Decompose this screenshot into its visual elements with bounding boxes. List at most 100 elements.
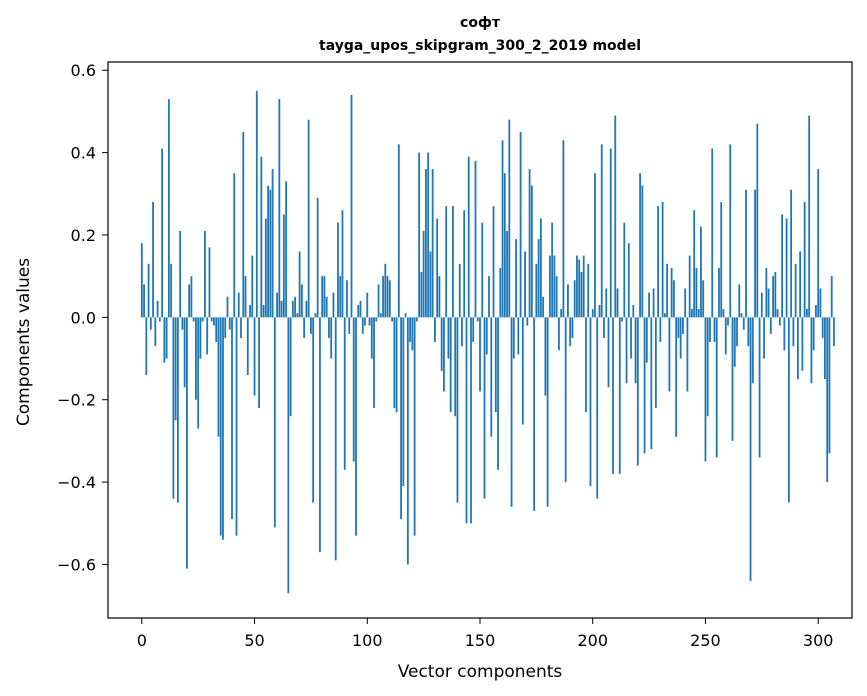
bar <box>767 288 770 318</box>
bar <box>747 317 750 347</box>
bar <box>623 222 626 318</box>
bar <box>424 169 427 318</box>
bar <box>668 317 671 392</box>
bar <box>307 119 310 318</box>
bar <box>476 317 479 322</box>
bar <box>332 292 335 318</box>
bar <box>758 317 761 458</box>
y-tick-label: 0.0 <box>71 308 96 327</box>
bar <box>303 317 306 338</box>
bar <box>291 300 294 318</box>
bar <box>738 284 741 318</box>
bar <box>659 317 662 343</box>
bar <box>605 288 608 318</box>
bar <box>781 214 784 318</box>
bar <box>760 292 763 318</box>
bar <box>769 317 772 334</box>
bar <box>756 123 759 318</box>
bar <box>713 317 716 343</box>
y-axis-ticks: −0.6 −0.4 −0.2 0.0 0.2 0.4 0.6 <box>57 61 108 574</box>
bar <box>772 276 774 318</box>
bar <box>215 317 218 343</box>
bar <box>176 317 179 503</box>
bar <box>657 206 660 318</box>
bar <box>237 292 240 318</box>
y-tick-label: −0.6 <box>57 555 96 574</box>
bar <box>722 309 725 318</box>
plot-frame <box>107 61 853 619</box>
bar <box>285 181 288 318</box>
bar <box>562 140 565 318</box>
y-tick-label: −0.2 <box>57 391 96 410</box>
bar <box>503 173 506 318</box>
bar <box>474 160 477 318</box>
bar <box>379 313 382 318</box>
bar <box>422 230 425 318</box>
bar <box>231 317 233 520</box>
bar <box>530 185 533 318</box>
bar <box>282 214 285 318</box>
bar <box>731 317 734 441</box>
bar <box>485 317 488 355</box>
bar <box>204 230 206 318</box>
bar <box>824 317 826 380</box>
bar <box>447 317 450 359</box>
bar <box>718 267 720 318</box>
bar <box>404 313 407 318</box>
bar <box>693 210 696 318</box>
bar <box>587 263 590 318</box>
bar <box>386 276 389 318</box>
bar <box>323 276 326 318</box>
bar <box>242 132 245 318</box>
bar <box>711 148 714 318</box>
bar <box>262 304 265 318</box>
bar <box>264 218 267 318</box>
bar <box>630 317 632 359</box>
bar <box>684 288 687 318</box>
bar <box>337 222 339 318</box>
bar <box>560 309 563 318</box>
bar <box>654 317 657 408</box>
bar <box>515 239 517 318</box>
bar <box>578 259 581 318</box>
bar <box>271 169 274 318</box>
bar <box>161 148 164 318</box>
bar <box>589 317 592 487</box>
chart-subtitle: tayga_upos_skipgram_300_2_2019 model <box>319 38 641 54</box>
bar <box>533 317 536 511</box>
bar <box>143 284 145 318</box>
bar <box>328 317 330 338</box>
bar <box>361 317 364 334</box>
bar <box>413 317 416 536</box>
bar <box>213 317 215 326</box>
bar <box>616 288 619 318</box>
bar <box>224 317 227 338</box>
bar <box>720 202 723 318</box>
bar <box>801 317 804 371</box>
bar <box>384 263 387 318</box>
bar <box>742 317 745 330</box>
bar <box>429 251 432 318</box>
bar <box>790 189 793 318</box>
bar <box>244 276 247 318</box>
bar <box>305 300 308 318</box>
bar <box>551 222 554 318</box>
bar <box>686 317 689 392</box>
bar <box>170 263 173 318</box>
bar <box>634 317 637 384</box>
bar <box>467 156 470 318</box>
bar <box>542 296 545 318</box>
bar <box>544 317 547 396</box>
bar <box>479 317 481 392</box>
bar <box>409 317 412 343</box>
bar <box>501 140 504 318</box>
bar <box>499 267 502 318</box>
x-axis-label: Vector components <box>398 662 563 682</box>
bar <box>648 292 650 318</box>
bar <box>314 313 317 318</box>
bar <box>506 230 508 318</box>
bar <box>427 152 430 318</box>
bar <box>208 247 211 318</box>
bar <box>609 148 612 318</box>
bar <box>481 222 484 318</box>
